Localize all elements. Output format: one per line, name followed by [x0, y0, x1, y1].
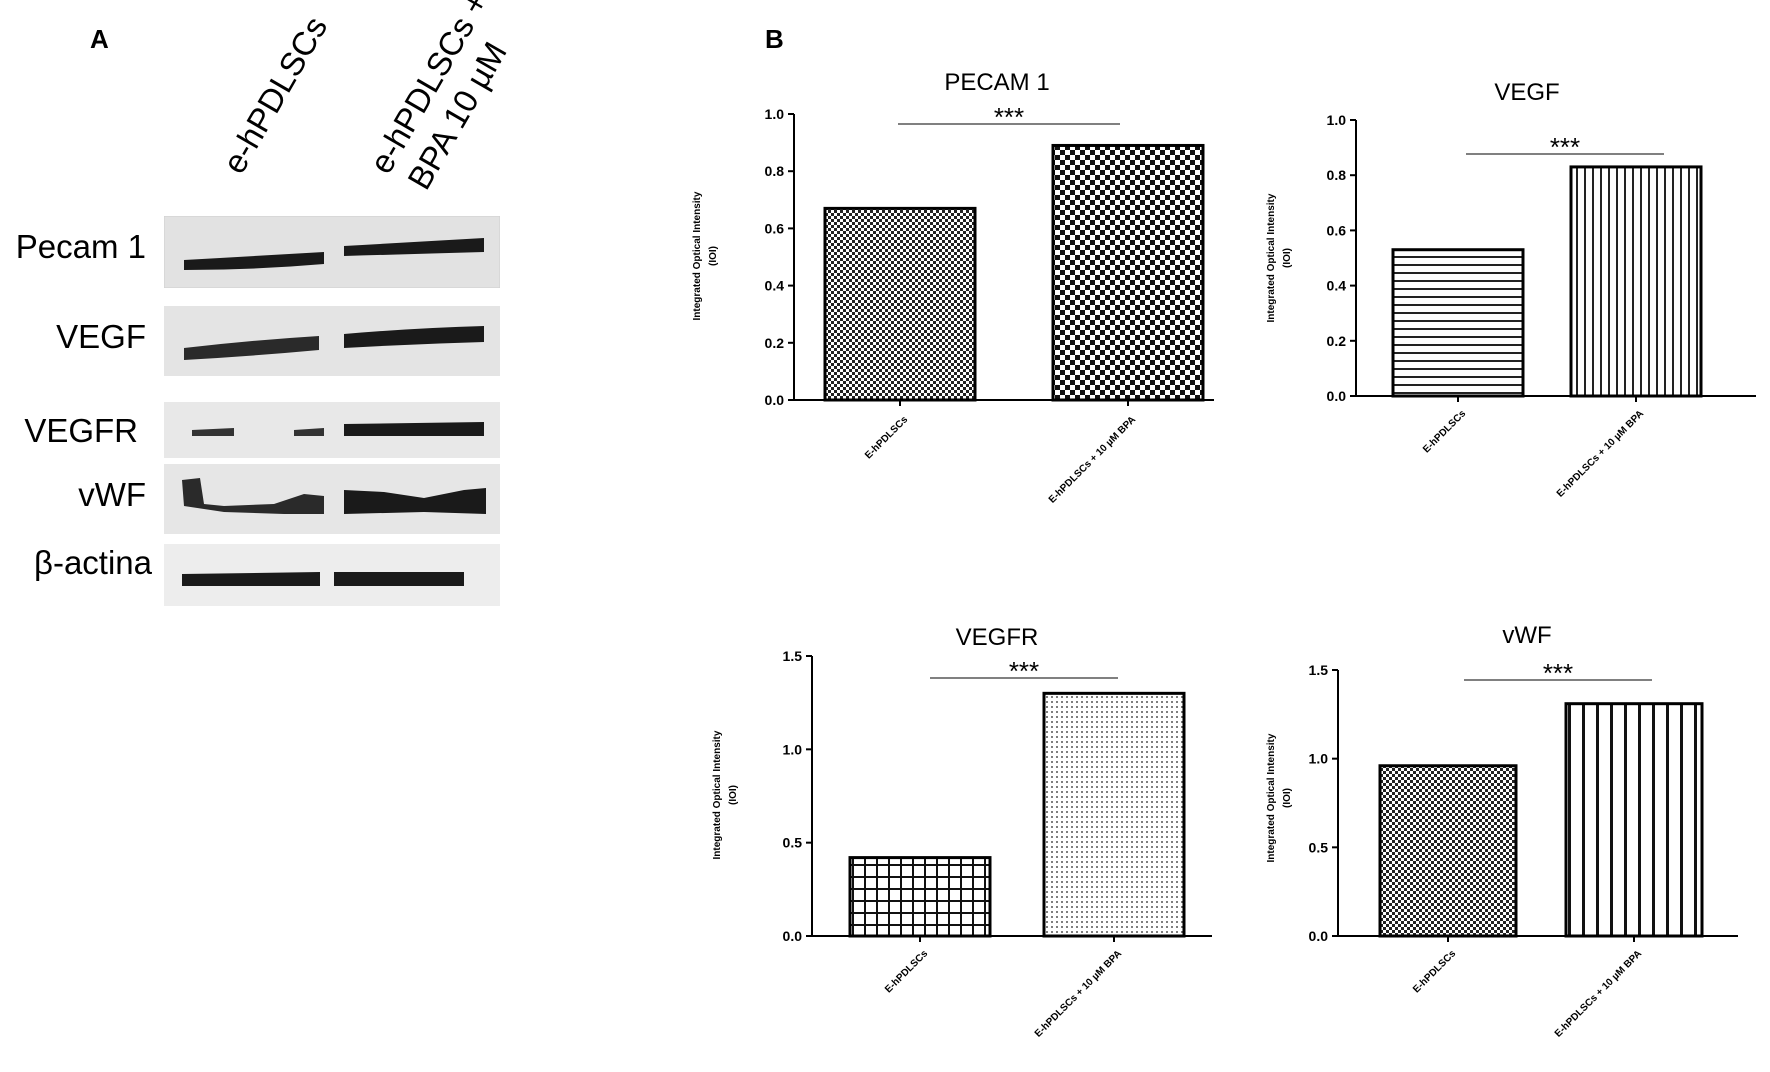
bar-1	[823, 206, 977, 402]
significance-label: ***	[1550, 132, 1580, 162]
blot-beta-actin	[164, 544, 500, 606]
panel-b-letter: B	[765, 24, 784, 54]
y-tick-label: 0.4	[765, 278, 785, 294]
bar-1	[848, 856, 992, 938]
y-tick-label: 1.0	[783, 741, 803, 757]
y-tick-label: 1.0	[765, 106, 785, 122]
y-axis-label: Integrated Optical Intensity (IOI)	[692, 191, 719, 320]
panel-a-letter: A	[90, 24, 109, 54]
x-tick-label: E-hPDLSCs	[1421, 408, 1468, 455]
y-axis-label: Integrated Optical Intensity (IOI)	[1266, 733, 1293, 862]
bar-2	[1051, 143, 1205, 402]
chart-3: VEGFR Integrated Optical Intensity (IOI) 0.…	[712, 624, 1212, 1040]
x-tick-label: E-hPDLSCs + 10 µM BPA	[1555, 408, 1646, 499]
x-tick-label: E-hPDLSCs	[883, 948, 930, 995]
blot-label-pecam: Pecam 1	[15, 228, 146, 265]
chart-title: vWF	[1502, 622, 1551, 649]
significance-label: ***	[1009, 656, 1039, 686]
y-axis-label: Integrated Optical Intensity (IOI)	[712, 730, 739, 859]
y-tick-label: 0.5	[1309, 839, 1329, 855]
y-tick-label: 0.2	[1327, 333, 1347, 349]
blot-label-vegf: VEGF	[56, 318, 146, 355]
chart-title: PECAM 1	[944, 69, 1049, 96]
blot-vegf	[164, 306, 500, 376]
y-tick-label: 1.0	[1309, 751, 1329, 767]
bar-2	[1042, 691, 1186, 938]
y-tick-label: 1.5	[783, 648, 803, 664]
x-tick-label: E-hPDLSCs	[1411, 948, 1458, 995]
y-tick-label: 0.0	[783, 928, 803, 944]
chart-title: VEGF	[1494, 79, 1559, 106]
y-tick-label: 0.5	[783, 835, 803, 851]
bar-2	[1569, 165, 1703, 398]
y-tick-label: 1.0	[1327, 112, 1347, 128]
y-tick-label: 0.2	[765, 335, 785, 351]
bar-1	[1391, 248, 1525, 398]
y-tick-label: 0.0	[1327, 388, 1347, 404]
blot-pecam	[164, 216, 500, 288]
chart-4: vWF Integrated Optical Intensity (IOI) 0.0 0…	[1266, 622, 1738, 1040]
blot-label-vegfr: VEGFR	[24, 412, 138, 449]
blot-label-vwf: vWF	[78, 476, 146, 513]
chart-1: PECAM 1 Integrated Optical Intensity (IOI)…	[692, 69, 1214, 506]
bar-2	[1564, 702, 1704, 938]
chart-2: VEGF Integrated Optical Intensity (IOI) 0.0…	[1266, 79, 1756, 500]
y-tick-label: 0.6	[765, 220, 785, 236]
chart-title: VEGFR	[956, 624, 1039, 651]
significance-label: ***	[1543, 658, 1573, 688]
significance-label: ***	[994, 102, 1024, 132]
y-tick-label: 0.8	[1327, 167, 1347, 183]
y-tick-label: 1.5	[1309, 662, 1329, 678]
y-tick-label: 0.4	[1327, 278, 1347, 294]
x-tick-label: E-hPDLSCs	[863, 414, 910, 461]
blot-vwf	[164, 464, 500, 534]
x-tick-label: E-hPDLSCs + 10 µM BPA	[1047, 414, 1138, 505]
blot-label-beta-actin: β-actina	[33, 544, 152, 581]
x-tick-label: E-hPDLSCs + 10 µM BPA	[1033, 948, 1124, 1039]
y-tick-label: 0.8	[765, 163, 785, 179]
blot-vegfr	[164, 402, 500, 458]
x-tick-label: E-hPDLSCs + 10 µM BPA	[1553, 948, 1644, 1039]
y-axis-label: Integrated Optical Intensity (IOI)	[1266, 193, 1293, 322]
bar-1	[1378, 764, 1518, 938]
y-tick-label: 0.0	[1309, 928, 1329, 944]
y-tick-label: 0.6	[1327, 222, 1347, 238]
y-tick-label: 0.0	[765, 392, 785, 408]
